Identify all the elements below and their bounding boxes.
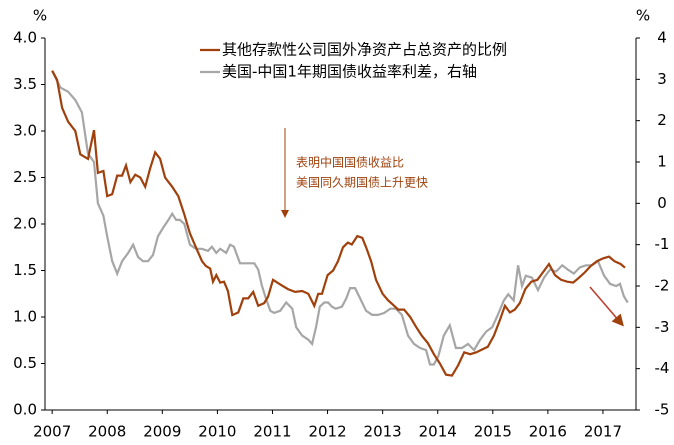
y2-tick-label: 3 (657, 70, 667, 88)
annotation: 表明中国国债收益比 (296, 155, 404, 170)
trend-arrow (589, 286, 624, 327)
x-tick-label: 2009 (143, 423, 181, 441)
y2-tick-label: -4 (655, 359, 670, 377)
annotation: 美国同久期国债上升更快 (296, 176, 428, 190)
y-tick-label: 3.0 (13, 122, 37, 140)
y2-tick-label: 4 (657, 29, 667, 47)
x-tick-label: 2014 (419, 423, 457, 441)
legend-label: 其他存款性公司国外净资产占总资产的比例 (222, 41, 507, 59)
y2-tick-label: -2 (655, 277, 670, 295)
y2-tick-label: 1 (657, 153, 667, 171)
y-tick-label: 0.0 (13, 401, 37, 419)
y-tick-label: 1.0 (13, 308, 37, 326)
y-tick-label: 3.5 (13, 75, 37, 93)
x-tick-label: 2015 (474, 423, 512, 441)
y2-tick-label: 0 (657, 194, 667, 212)
x-tick-label: 2016 (529, 423, 567, 441)
legend-label: 美国-中国1年期国债收益率利差，右轴 (222, 63, 477, 81)
x-tick-label: 2010 (198, 423, 236, 441)
x-tick-label: 2008 (88, 423, 126, 441)
y2-tick-label: -1 (655, 235, 670, 253)
x-tick-label: 2011 (253, 423, 291, 441)
y-unit-left: % (33, 7, 47, 25)
y2-tick-label: 2 (657, 111, 667, 129)
y2-tick-label: -3 (655, 318, 670, 336)
x-tick-label: 2012 (308, 423, 346, 441)
x-tick-label: 2017 (584, 423, 622, 441)
y-tick-label: 0.5 (13, 354, 37, 372)
y-tick-label: 2.0 (13, 215, 37, 233)
y2-tick-label: -5 (655, 401, 670, 419)
y-unit-right: % (636, 7, 650, 25)
x-tick-label: 2013 (364, 423, 402, 441)
series-line (51, 70, 629, 366)
x-tick-label: 2007 (33, 423, 71, 441)
y-tick-label: 4.0 (13, 29, 37, 47)
series-line (51, 70, 626, 377)
y-tick-label: 2.5 (13, 168, 37, 186)
y-tick-label: 1.5 (13, 261, 37, 279)
